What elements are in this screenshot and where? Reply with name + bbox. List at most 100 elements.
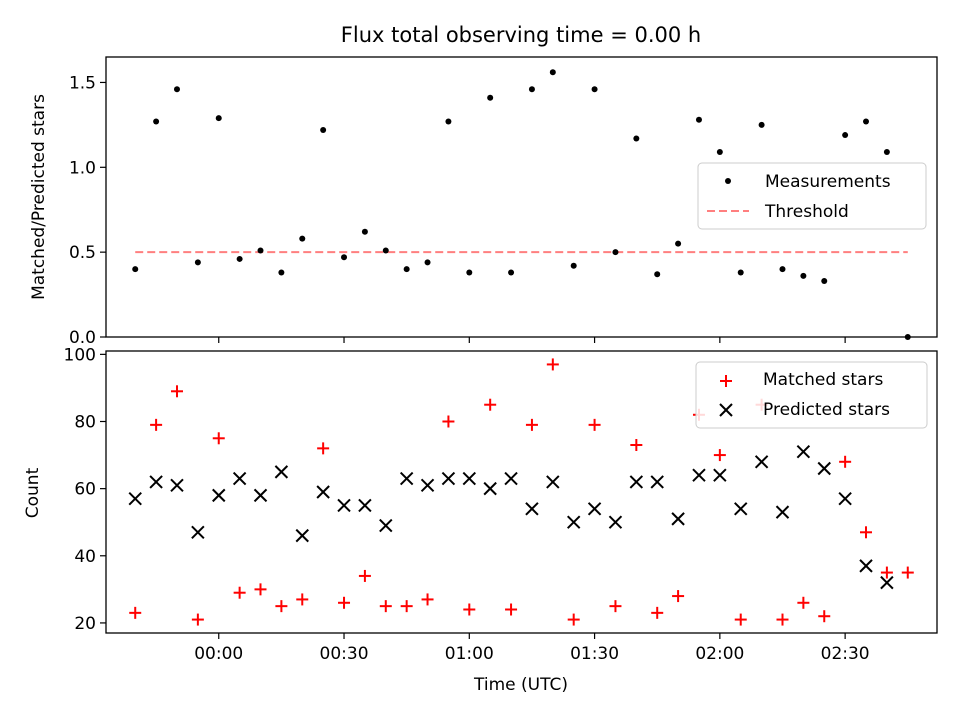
matched-star-point bbox=[379, 600, 392, 613]
predicted-star-point bbox=[838, 492, 852, 506]
matched-star-point bbox=[713, 449, 726, 462]
measurement-point bbox=[821, 278, 828, 284]
measurement-point bbox=[320, 126, 327, 133]
bottom-plot-area bbox=[128, 358, 914, 626]
measurement-point bbox=[570, 262, 577, 269]
legend-measurements-marker bbox=[725, 178, 731, 184]
predicted-star-point bbox=[859, 559, 873, 573]
predicted-star-point bbox=[462, 471, 477, 486]
matched-star-point bbox=[296, 593, 309, 606]
legend-predicted-marker bbox=[719, 403, 733, 417]
predicted-star-mark bbox=[692, 468, 706, 482]
predicted-star-point bbox=[191, 525, 205, 539]
measurement-point bbox=[466, 269, 473, 276]
matched-star-point bbox=[338, 596, 351, 609]
predicted-star-mark bbox=[546, 475, 560, 489]
predicted-star-mark bbox=[817, 461, 831, 476]
bottom-legend-box bbox=[695, 361, 928, 429]
predicted-star-mark bbox=[316, 485, 330, 499]
matched-star-point bbox=[358, 569, 371, 582]
predicted-star-point bbox=[734, 502, 748, 516]
predicted-star-point bbox=[587, 502, 602, 516]
measurement-point bbox=[194, 259, 201, 266]
predicted-star-mark bbox=[274, 465, 289, 479]
predicted-star-point bbox=[399, 471, 414, 486]
chart-title: Flux total observing time = 0.00 h bbox=[341, 23, 701, 47]
bottom-y-tick-label: 80 bbox=[74, 413, 96, 433]
predicted-star-mark bbox=[671, 512, 685, 526]
predicted-star-point bbox=[817, 461, 831, 476]
predicted-star-point bbox=[170, 478, 184, 492]
predicted-star-point bbox=[754, 455, 769, 469]
measurement-point bbox=[863, 118, 870, 125]
measurement-point bbox=[424, 259, 431, 266]
measurement-point bbox=[758, 121, 765, 128]
predicted-star-point bbox=[775, 505, 790, 519]
predicted-star-point bbox=[546, 475, 560, 489]
matched-star-point bbox=[421, 593, 434, 606]
matched-star-point bbox=[525, 418, 538, 431]
predicted-star-point bbox=[212, 488, 226, 503]
top-y-axis-label: Matched/Predicted stars bbox=[29, 94, 49, 300]
legend-measurements-label: Measurements bbox=[765, 172, 891, 192]
matched-star-point bbox=[776, 613, 789, 626]
matched-star-point bbox=[505, 603, 518, 616]
legend-threshold-label: Threshold bbox=[764, 202, 849, 222]
predicted-star-mark bbox=[754, 455, 769, 469]
measurement-point bbox=[800, 272, 807, 279]
predicted-star-point bbox=[149, 475, 163, 489]
predicted-star-mark bbox=[880, 575, 894, 590]
predicted-star-mark bbox=[608, 515, 623, 529]
predicted-star-mark bbox=[295, 528, 309, 543]
measurement-point bbox=[779, 266, 786, 273]
matched-star-point bbox=[588, 418, 601, 431]
bottom-y-axis-label: Count bbox=[23, 467, 43, 518]
matched-star-point bbox=[129, 606, 142, 619]
measurement-point bbox=[737, 269, 744, 276]
measurement-point bbox=[173, 86, 180, 93]
predicted-star-mark bbox=[525, 502, 539, 516]
matched-star-point bbox=[275, 600, 288, 613]
matched-star-point bbox=[880, 566, 893, 579]
measurement-point bbox=[883, 149, 890, 156]
predicted-star-mark bbox=[191, 525, 205, 539]
predicted-star-mark bbox=[775, 505, 790, 519]
predicted-star-mark bbox=[734, 502, 748, 516]
measurement-point bbox=[445, 118, 452, 125]
matched-star-point bbox=[546, 358, 559, 371]
predicted-star-point bbox=[316, 485, 330, 499]
matched-star-point bbox=[672, 590, 685, 603]
bottom-y-tick-label: 60 bbox=[74, 480, 96, 500]
predicted-star-mark bbox=[358, 498, 372, 513]
matched-star-point bbox=[901, 566, 914, 579]
predicted-star-mark bbox=[629, 475, 644, 489]
predicted-star-mark bbox=[399, 471, 414, 486]
bottom-y-tick-label: 40 bbox=[74, 547, 96, 567]
measurement-point bbox=[508, 269, 515, 276]
top-axes-frame bbox=[105, 56, 938, 338]
matched-star-point bbox=[400, 600, 413, 613]
matched-star-point bbox=[442, 415, 455, 428]
predicted-star-mark bbox=[796, 445, 811, 459]
x-tick-label: 00:30 bbox=[320, 644, 369, 664]
predicted-star-point bbox=[253, 488, 268, 503]
predicted-star-mark bbox=[650, 475, 664, 489]
predicted-star-point bbox=[671, 512, 685, 526]
bottom-ticks: 20 40 60 80 100 00:00 00:30 01:00 01:30 02:00 02:3… bbox=[64, 345, 870, 664]
measurement-point bbox=[153, 118, 160, 125]
predicted-star-mark bbox=[462, 471, 477, 486]
predicted-star-mark bbox=[713, 468, 727, 482]
measurement-point bbox=[382, 247, 389, 254]
measurement-point bbox=[257, 247, 264, 254]
measurement-point bbox=[842, 132, 849, 139]
predicted-star-mark bbox=[838, 492, 852, 506]
matched-star-point bbox=[734, 613, 747, 626]
predicted-star-point bbox=[128, 492, 142, 506]
matched-star-point bbox=[191, 613, 204, 626]
bottom-axes-frame bbox=[105, 350, 938, 634]
predicted-star-point bbox=[650, 475, 664, 489]
predicted-star-point bbox=[566, 515, 581, 529]
legend-matched-label: Matched stars bbox=[763, 370, 883, 390]
matched-star-point bbox=[484, 398, 497, 411]
predicted-star-point bbox=[379, 518, 393, 533]
